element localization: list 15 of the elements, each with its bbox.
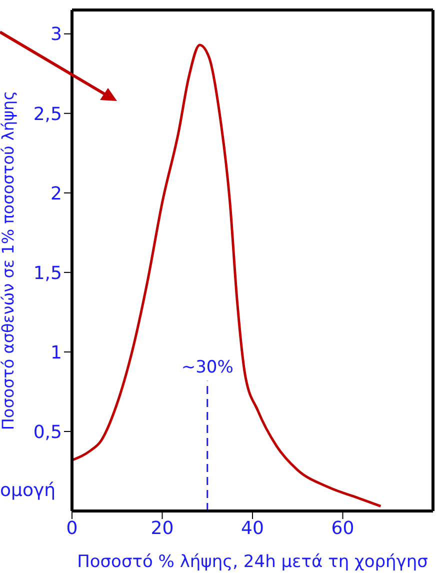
y-axis-title: Ποσοστό ασθενών σε 1% ποσοστού λήψης [0,90,18,430]
text: ομογή [0,480,56,501]
x-tick-label: 60 [331,518,354,539]
line-series [72,44,382,508]
y-tick-label: 2,5 [33,104,62,125]
x-tick-label: 0 [66,518,78,539]
y-tick-label: 2 [50,183,62,204]
x-axis-title: Ποσοστό % λήψης, 24h μετά τη χορήγησ [77,552,428,572]
x-tick-label: 20 [150,518,174,539]
y-tick-label: 3 [50,24,62,46]
y-tick-label: 1 [50,342,62,364]
x-tick-label: 40 [241,518,264,539]
ref-line-label: ~30% [181,358,234,378]
y-tick-label: 1,5 [33,262,62,284]
y-tick-label: 0,5 [33,422,62,443]
